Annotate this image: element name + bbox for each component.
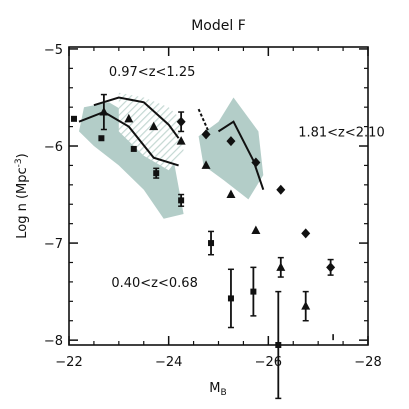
square-point-4 xyxy=(178,197,185,204)
square-point-7 xyxy=(250,288,257,295)
diamond-point-2 xyxy=(226,136,236,147)
shaded-bands xyxy=(79,92,264,219)
triangle-point-0 xyxy=(99,107,109,116)
model-line-2 xyxy=(217,120,265,191)
diamond-point-4 xyxy=(276,184,286,195)
triangle-point-6 xyxy=(251,225,261,234)
triangle-point-3 xyxy=(176,136,186,145)
annotation-z-040-068: 0.40<z<0.68 xyxy=(111,276,198,291)
model-line-1 xyxy=(93,96,180,139)
triangle-point-1 xyxy=(124,113,134,123)
x-axis-label-subscript: B xyxy=(221,388,227,398)
y-axis-label: Log n (Mpc-3) xyxy=(14,153,30,238)
annotation-z-097-125: 0.97<z<1.25 xyxy=(109,65,196,80)
data-points xyxy=(70,93,336,400)
triangle-point-8 xyxy=(301,301,311,310)
triangle-point-4 xyxy=(201,160,211,169)
square-point-3 xyxy=(153,170,160,177)
square-point-0 xyxy=(70,115,77,122)
triangle-point-2 xyxy=(149,121,159,131)
square-point-5 xyxy=(208,240,215,247)
diamond-point-5 xyxy=(301,228,311,239)
band-0 xyxy=(79,102,184,219)
y-axis-label-close: ) xyxy=(15,153,30,158)
square-point-6 xyxy=(227,295,234,302)
diamond-point-0 xyxy=(176,116,186,127)
x-tick-label-3: −28 xyxy=(354,355,381,370)
y-tick-label-3: −8 xyxy=(44,334,63,349)
triangle-point-7 xyxy=(276,262,286,271)
square-point-1 xyxy=(98,135,105,142)
x-tick-label-1: −24 xyxy=(155,355,182,370)
band-2 xyxy=(198,97,264,200)
annotation-z-181-210: 1.81<z<2.10 xyxy=(298,125,385,140)
y-axis-label-main: Log n (Mpc xyxy=(15,167,30,238)
model-lines xyxy=(78,96,265,191)
y-tick-label-1: −6 xyxy=(44,140,63,155)
y-tick-label-2: −7 xyxy=(44,237,63,252)
diamond-point-1 xyxy=(201,129,211,140)
diamond-point-6 xyxy=(326,262,336,273)
x-tick-label-2: −26 xyxy=(255,355,282,370)
x-axis-label: MB xyxy=(209,381,226,398)
model-line-3 xyxy=(197,108,210,132)
y-axis-label-superscript: -3 xyxy=(14,158,24,167)
model-line-0 xyxy=(78,110,179,167)
band-1 xyxy=(118,92,184,171)
chart-title: Model F xyxy=(191,18,246,34)
triangle-point-5 xyxy=(226,189,236,199)
y-tick-label-0: −5 xyxy=(44,43,63,58)
diamond-point-3 xyxy=(251,157,261,168)
plot-frame xyxy=(68,46,369,346)
axis-ticks: −22 −24 −26 −28 −5 −6 −7 −8 xyxy=(44,43,382,370)
x-tick-label-0: −22 xyxy=(55,355,82,370)
square-point-2 xyxy=(130,145,137,152)
x-axis-label-main: M xyxy=(209,381,220,396)
